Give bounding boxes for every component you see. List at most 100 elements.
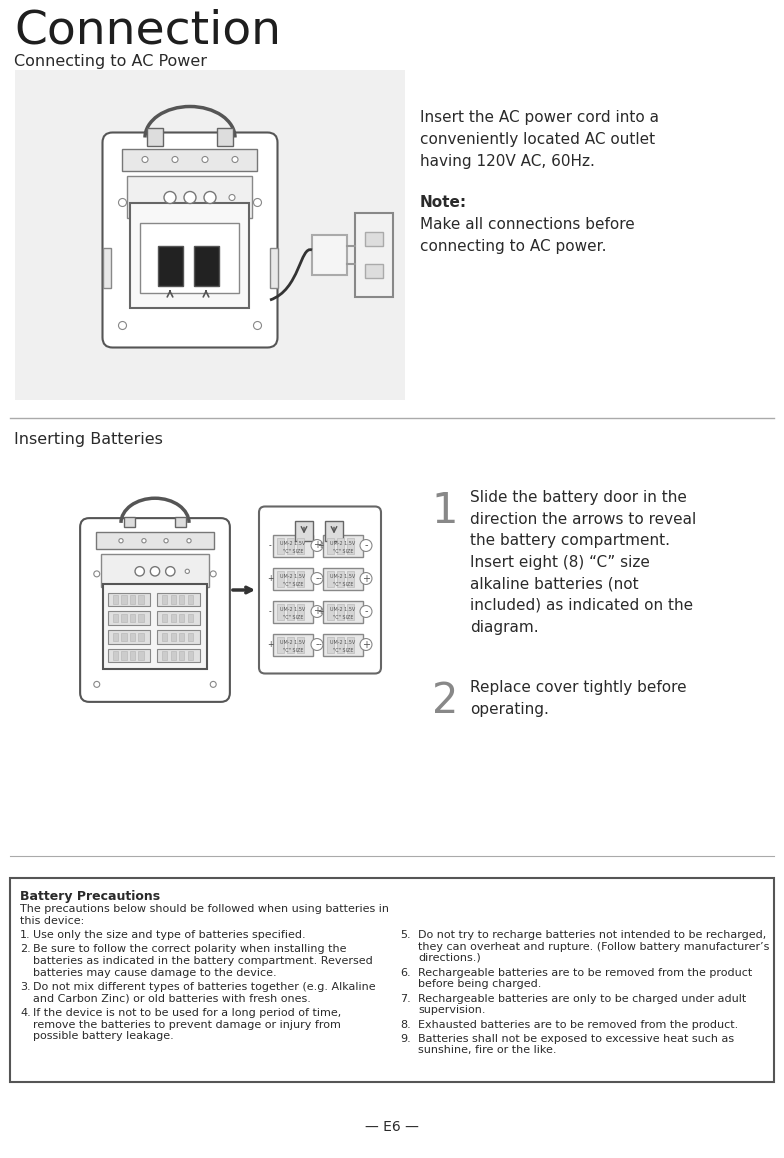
- Bar: [10, 878, 774, 1082]
- Text: 2.: 2.: [20, 945, 31, 954]
- Bar: [287, 571, 294, 586]
- Bar: [187, 595, 193, 603]
- Text: UM-2 1.5V: UM-2 1.5V: [330, 640, 356, 645]
- Text: +: +: [317, 541, 323, 550]
- Text: +: +: [362, 573, 370, 584]
- Bar: [297, 603, 304, 620]
- Text: — E6 —: — E6 —: [365, 1120, 419, 1134]
- Circle shape: [94, 571, 100, 577]
- Text: "C" SIZE: "C" SIZE: [332, 582, 354, 587]
- Bar: [194, 245, 219, 286]
- Bar: [365, 232, 383, 245]
- Bar: [139, 632, 143, 642]
- Text: 1: 1: [432, 490, 459, 532]
- Circle shape: [135, 566, 144, 576]
- Bar: [217, 127, 233, 146]
- Bar: [147, 127, 163, 146]
- Bar: [108, 630, 151, 644]
- Bar: [108, 611, 151, 625]
- Bar: [277, 571, 284, 586]
- Bar: [171, 595, 176, 603]
- Text: batteries as indicated in the battery compartment. Reversed: batteries as indicated in the battery co…: [33, 957, 372, 966]
- Circle shape: [118, 198, 126, 206]
- Text: and Carbon Zinc) or old batteries with fresh ones.: and Carbon Zinc) or old batteries with f…: [33, 994, 311, 1004]
- Text: before being charged.: before being charged.: [418, 979, 542, 989]
- Text: "C" SIZE: "C" SIZE: [332, 615, 354, 620]
- Bar: [323, 633, 363, 655]
- Text: UM-2 1.5V: UM-2 1.5V: [281, 607, 306, 611]
- FancyBboxPatch shape: [103, 132, 278, 347]
- Circle shape: [253, 322, 262, 330]
- Bar: [277, 537, 284, 554]
- Text: Insert the AC power cord into a
conveniently located AC outlet
having 120V AC, 6: Insert the AC power cord into a convenie…: [420, 110, 659, 169]
- Text: Replace cover tightly before
operating.: Replace cover tightly before operating.: [470, 680, 687, 717]
- Text: UM-2 1.5V: UM-2 1.5V: [281, 640, 306, 645]
- Bar: [124, 516, 136, 527]
- Bar: [157, 648, 200, 662]
- Bar: [158, 245, 183, 286]
- Bar: [103, 584, 207, 669]
- Bar: [327, 571, 334, 586]
- Text: Rechargeable batteries are to be removed from the product: Rechargeable batteries are to be removed…: [418, 967, 753, 977]
- Bar: [327, 603, 334, 620]
- Text: "C" SIZE: "C" SIZE: [332, 648, 354, 653]
- Bar: [171, 651, 176, 660]
- Circle shape: [229, 195, 235, 200]
- Text: directions.): directions.): [418, 953, 481, 963]
- Text: Be sure to follow the correct polarity when installing the: Be sure to follow the correct polarity w…: [33, 945, 347, 954]
- Text: Do not mix different types of batteries together (e.g. Alkaline: Do not mix different types of batteries …: [33, 982, 376, 992]
- Bar: [347, 603, 354, 620]
- Bar: [323, 567, 363, 589]
- Bar: [297, 637, 304, 652]
- Bar: [277, 603, 284, 620]
- Text: -: -: [365, 607, 368, 616]
- Bar: [122, 614, 126, 622]
- Bar: [327, 637, 334, 652]
- Circle shape: [142, 156, 148, 162]
- FancyBboxPatch shape: [80, 518, 230, 702]
- Bar: [323, 601, 363, 623]
- Text: "C" SIZE: "C" SIZE: [283, 648, 303, 653]
- Bar: [273, 601, 313, 623]
- Text: Connecting to AC Power: Connecting to AC Power: [14, 54, 207, 69]
- Text: The precautions below should be followed when using batteries in: The precautions below should be followed…: [20, 904, 389, 914]
- Circle shape: [94, 681, 100, 688]
- Text: 7.: 7.: [400, 994, 411, 1004]
- Bar: [312, 235, 347, 274]
- Text: +: +: [317, 607, 323, 616]
- Text: batteries may cause damage to the device.: batteries may cause damage to the device…: [33, 967, 277, 977]
- Bar: [365, 264, 383, 278]
- Text: 4.: 4.: [20, 1007, 31, 1018]
- Text: possible battery leakage.: possible battery leakage.: [33, 1031, 174, 1041]
- Text: -: -: [269, 541, 271, 550]
- Text: Battery Precautions: Battery Precautions: [20, 891, 160, 903]
- Circle shape: [119, 538, 123, 543]
- Text: Slide the battery door in the
direction the arrows to reveal
the battery compart: Slide the battery door in the direction …: [470, 490, 696, 635]
- Bar: [325, 520, 343, 541]
- Text: this device:: this device:: [20, 916, 84, 926]
- Bar: [180, 651, 184, 660]
- Text: Batteries shall not be exposed to excessive heat such as: Batteries shall not be exposed to excess…: [418, 1034, 734, 1045]
- Text: Do not try to recharge batteries not intended to be recharged,: Do not try to recharge batteries not int…: [418, 930, 766, 940]
- Bar: [273, 633, 313, 655]
- Bar: [139, 651, 143, 660]
- Bar: [180, 614, 184, 622]
- Bar: [347, 571, 354, 586]
- Text: -: -: [365, 541, 368, 550]
- Text: Use only the size and type of batteries specified.: Use only the size and type of batteries …: [33, 930, 306, 940]
- Circle shape: [164, 191, 176, 204]
- Bar: [157, 611, 200, 625]
- Bar: [287, 603, 294, 620]
- Text: UM-2 1.5V: UM-2 1.5V: [281, 541, 306, 547]
- Bar: [101, 555, 209, 587]
- Bar: [122, 595, 126, 603]
- Bar: [355, 213, 393, 296]
- Bar: [157, 630, 200, 644]
- Bar: [287, 637, 294, 652]
- Bar: [171, 614, 176, 622]
- Text: -: -: [318, 640, 321, 648]
- Bar: [187, 614, 193, 622]
- Bar: [113, 651, 118, 660]
- Circle shape: [253, 198, 262, 206]
- Bar: [162, 632, 167, 642]
